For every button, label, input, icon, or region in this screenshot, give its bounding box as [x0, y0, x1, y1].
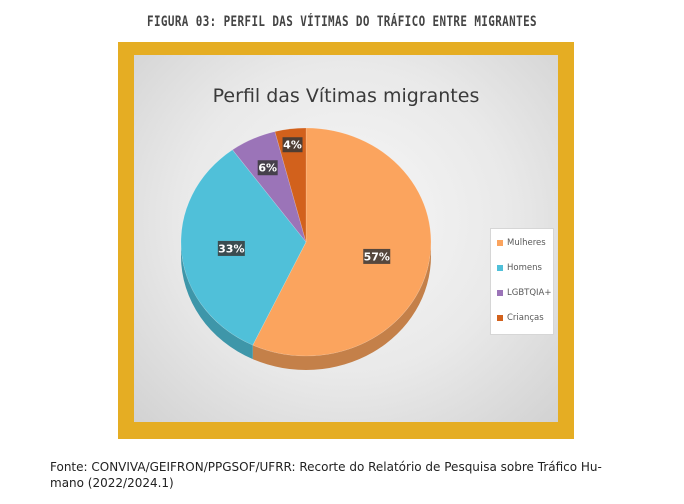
pie-side-mulheres — [252, 242, 432, 371]
figure-caption: FIGURA 03: PERFIL DAS VÍTIMAS DO TRÁFICO… — [146, 14, 537, 30]
legend-label: LGBTQIA+ — [507, 288, 552, 298]
chart-panel: Perfil das Vítimas migrantes 57% 33% 6% 4% … — [134, 55, 558, 422]
legend-swatch — [497, 265, 503, 271]
chart-frame: Perfil das Vítimas migrantes 57% 33% 6% 4% … — [118, 42, 574, 439]
legend-item-mulheres: Mulheres — [497, 238, 546, 248]
source-note: Fonte: CONVIVA/GEIFRON/PPGSOF/UFRR: Reco… — [50, 459, 650, 491]
source-line-1: Fonte: CONVIVA/GEIFRON/PPGSOF/UFRR: Reco… — [50, 460, 602, 474]
source-line-2: mano (2022/2024.1) — [50, 476, 174, 490]
legend-item-crianças: Crianças — [497, 313, 544, 323]
legend-label: Mulheres — [507, 238, 546, 248]
legend-label: Crianças — [507, 313, 544, 323]
pie-slice-crianças — [274, 127, 307, 243]
data-label-bg-crianças — [282, 137, 303, 153]
pie-side-homens — [181, 242, 253, 360]
legend-label: Homens — [507, 263, 542, 273]
legend-swatch — [497, 315, 503, 321]
data-label-mulheres: 57% — [364, 250, 390, 263]
chart-title: Perfil das Vítimas migrantes — [212, 85, 480, 107]
data-label-bg-homens — [217, 240, 245, 256]
legend-item-homens: Homens — [497, 263, 542, 273]
data-label-crianças: 4% — [283, 139, 302, 152]
pie-chart: 57% 33% 6% 4% — [180, 127, 432, 371]
legend-swatch — [497, 290, 503, 296]
data-label-homens: 33% — [218, 242, 244, 255]
data-label-lgbtqia+: 6% — [258, 162, 277, 175]
legend-swatch — [497, 240, 503, 246]
pie-slice-lgbtqia+ — [232, 131, 307, 243]
legend-item-lgbtqia+: LGBTQIA+ — [497, 288, 551, 298]
chart-legend: Mulheres Homens LGBTQIA+ Crianças — [490, 228, 554, 335]
data-label-bg-lgbtqia+ — [257, 160, 278, 176]
pie-slice-mulheres — [252, 127, 432, 357]
pie-side-walls — [181, 242, 432, 371]
data-label-bg-mulheres — [363, 248, 391, 264]
